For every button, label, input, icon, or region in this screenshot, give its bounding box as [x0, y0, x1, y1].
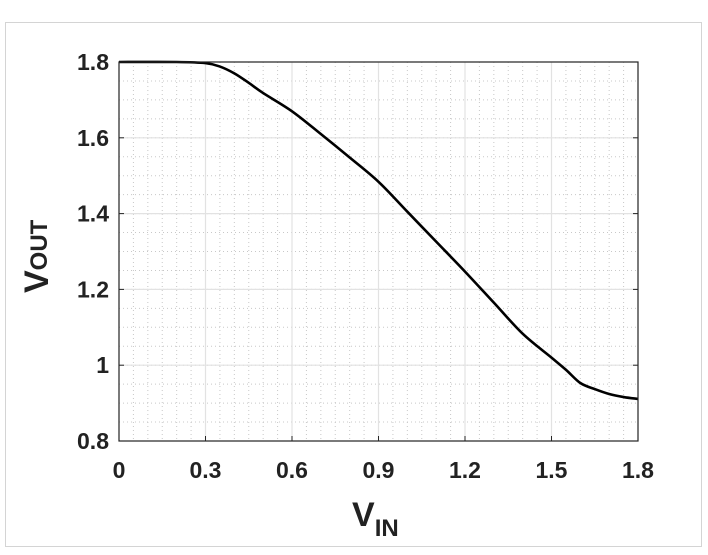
axes-box — [118, 61, 639, 442]
x-tick-label: 1.5 — [536, 457, 568, 483]
y-tick-label: 1.4 — [77, 201, 109, 227]
x-tick-label: 0.3 — [190, 457, 222, 483]
y-tick-label: 1.6 — [77, 125, 109, 151]
figure-frame — [5, 22, 702, 547]
y-tick-label: 1.2 — [77, 276, 109, 302]
y-tick-label: 1.8 — [77, 49, 109, 75]
series-line — [118, 60, 639, 401]
x-tick-labels: 0 0.3 0.6 0.9 1.2 1.5 1.8 — [113, 457, 655, 483]
major-grid — [118, 61, 639, 442]
x-tick-label: 0.6 — [276, 457, 308, 483]
y-tick-label: 0.8 — [77, 428, 109, 454]
y-tick-label: 1 — [96, 352, 109, 378]
y-axis-label: VOUT — [18, 219, 56, 293]
x-tick-label: 1.8 — [622, 457, 654, 483]
x-tick-label: 0 — [113, 457, 126, 483]
x-tick-label: 1.2 — [449, 457, 481, 483]
y-tick-labels: 0.8 1 1.2 1.4 1.6 1.8 — [77, 49, 109, 454]
x-axis-label: VIN — [352, 496, 399, 542]
x-tick-label: 0.9 — [363, 457, 395, 483]
